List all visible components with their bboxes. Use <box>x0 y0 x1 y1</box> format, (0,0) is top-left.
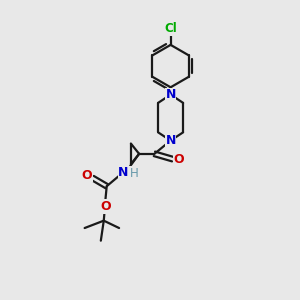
Text: N: N <box>165 88 176 101</box>
Text: N: N <box>165 134 176 147</box>
Text: Cl: Cl <box>164 22 177 35</box>
Text: O: O <box>173 153 184 166</box>
Text: O: O <box>100 200 111 213</box>
Text: O: O <box>81 169 92 182</box>
Text: H: H <box>130 167 139 180</box>
Text: N: N <box>118 166 129 178</box>
